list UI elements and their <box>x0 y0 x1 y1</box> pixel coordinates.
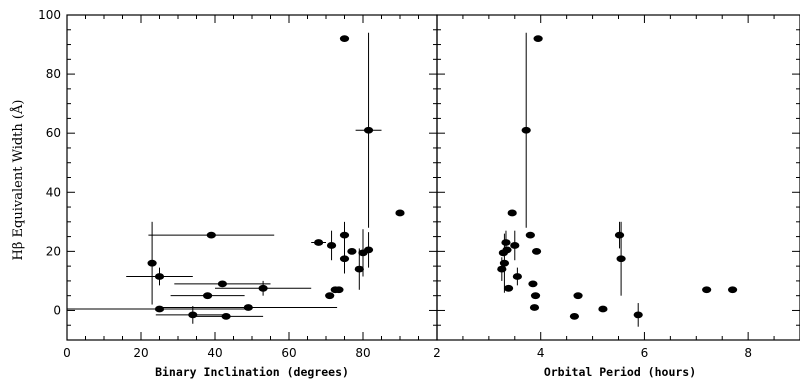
right-data-point <box>727 286 738 294</box>
left-data-point <box>147 259 157 267</box>
right-data-point <box>501 239 511 246</box>
left-y-tick-label: 20 <box>46 244 61 258</box>
left-data-point <box>258 284 268 292</box>
left-plot-frame <box>66 14 438 341</box>
right-data-point <box>529 304 540 311</box>
right-data-point <box>502 246 512 254</box>
right-data-point <box>503 284 514 292</box>
right-data-point <box>614 231 625 239</box>
right-data-point <box>530 292 541 300</box>
right-data-point <box>616 255 626 263</box>
left-data-point <box>188 311 198 319</box>
left-panel: 0 20 40 60 80 0 20 40 60 80 100 <box>38 8 438 360</box>
right-data-point <box>533 35 543 43</box>
left-y-tick-label: 40 <box>46 185 61 199</box>
right-data-point <box>598 305 608 313</box>
left-data-point <box>325 292 335 300</box>
left-x-tick-label: 80 <box>355 346 370 360</box>
left-y-tick-label: 80 <box>46 67 61 81</box>
x-axis-title-left: Binary Inclination (degrees) <box>155 365 349 379</box>
left-data-point <box>206 231 216 239</box>
right-panel: 2 4 6 8 <box>433 14 800 360</box>
right-x-tick-label: 2 <box>433 346 441 360</box>
left-data-point <box>339 255 350 263</box>
left-data-point <box>347 247 357 255</box>
left-y-tick-label: 0 <box>53 303 61 317</box>
left-data-point <box>334 286 344 294</box>
right-data-point <box>702 286 712 294</box>
left-x-tick-label: 60 <box>281 346 296 360</box>
left-y-tick-label: 60 <box>46 126 61 140</box>
left-data-point <box>363 126 374 134</box>
left-data-point <box>363 246 374 254</box>
right-plot-frame <box>436 14 800 341</box>
left-data-point <box>354 265 364 273</box>
right-data-point <box>531 247 542 255</box>
left-data-point <box>326 242 337 249</box>
x-axis-title-right: Orbital Period (hours) <box>544 365 696 379</box>
right-data-point <box>569 312 580 320</box>
left-data-point <box>339 35 350 43</box>
right-x-tick-label: 8 <box>744 346 752 360</box>
right-data-point <box>528 280 538 288</box>
y-axis-title: Hβ Equivalent Width (Å) <box>10 100 26 261</box>
left-data-point <box>221 312 231 320</box>
left-data-point <box>154 305 165 313</box>
right-data-point <box>573 292 583 300</box>
left-y-tick-label: 100 <box>38 8 61 22</box>
right-data-point <box>497 265 507 273</box>
right-x-tick-label: 4 <box>537 346 545 360</box>
left-data-point <box>243 304 253 311</box>
left-data-point <box>203 292 213 300</box>
right-data-point <box>510 242 520 249</box>
left-x-tick-label: 0 <box>63 346 71 360</box>
left-data-point <box>217 280 227 288</box>
right-data-point <box>525 231 535 239</box>
left-x-tick-label: 20 <box>133 346 148 360</box>
right-data-point <box>507 209 517 217</box>
right-data-point <box>633 311 643 319</box>
left-data-point <box>154 273 165 280</box>
left-data-point <box>395 209 405 217</box>
right-data-point <box>512 273 522 280</box>
right-data-point <box>499 259 510 267</box>
left-data-point <box>339 231 350 239</box>
right-data-point <box>521 126 531 134</box>
left-data-point <box>314 239 324 246</box>
right-x-tick-label: 6 <box>641 346 649 360</box>
left-x-tick-label: 40 <box>207 346 222 360</box>
